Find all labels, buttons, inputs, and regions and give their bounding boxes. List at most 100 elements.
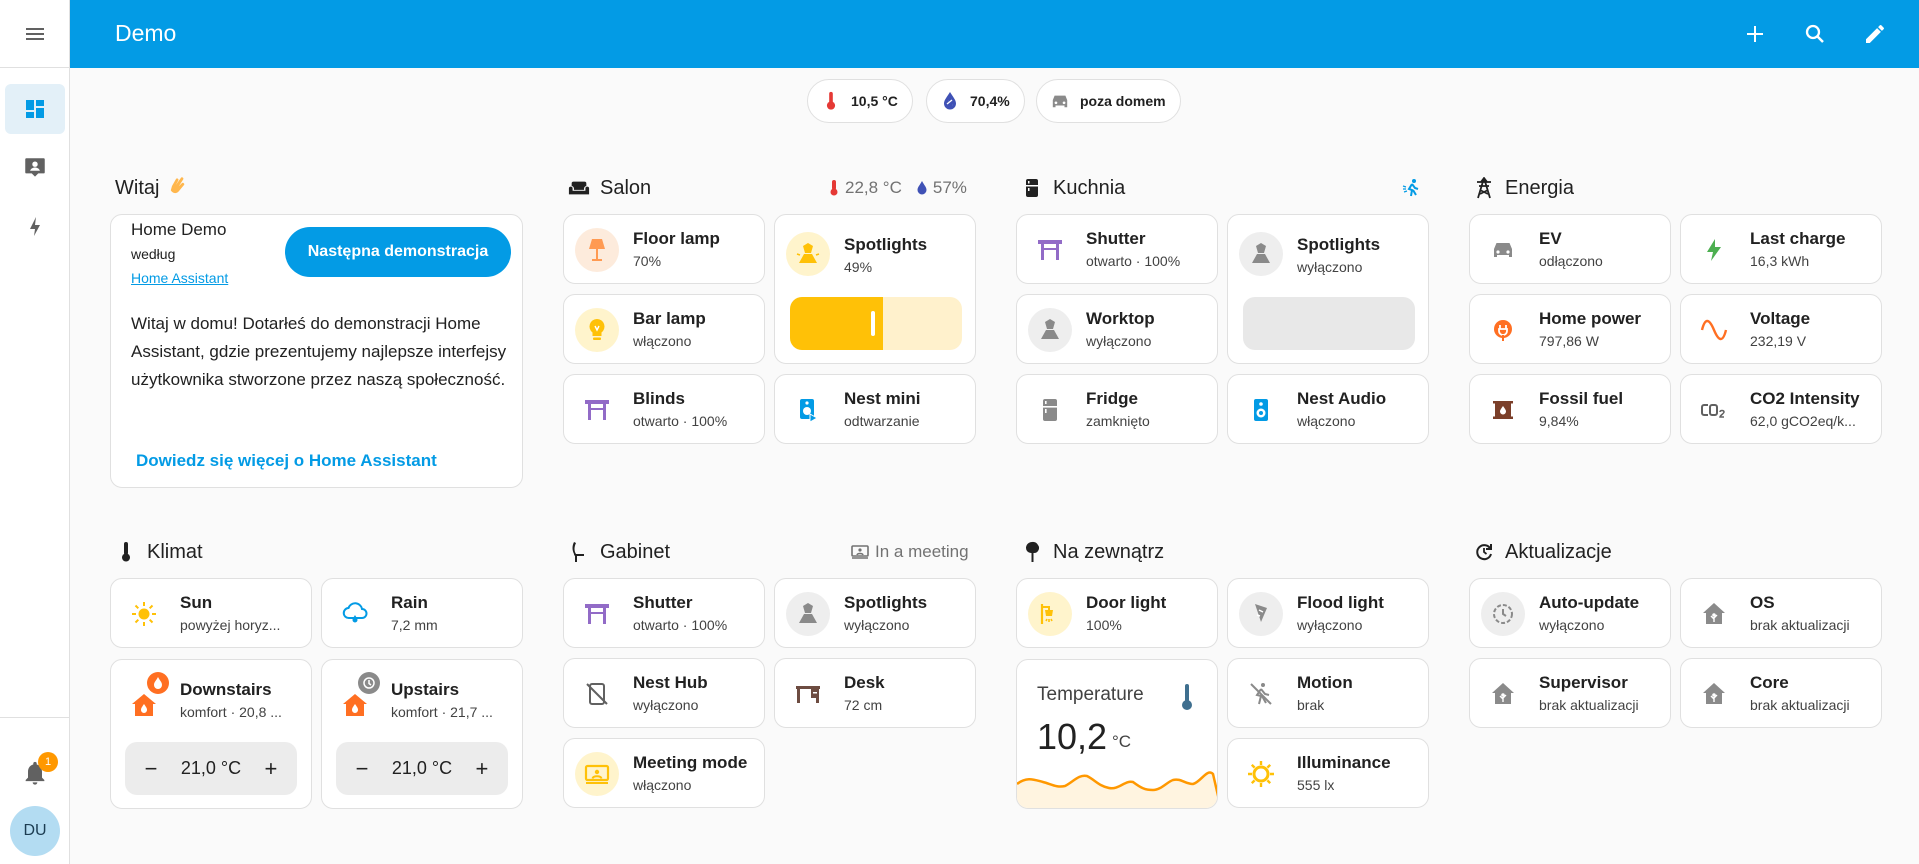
section-title: Salon <box>600 176 652 199</box>
tile-last-charge[interactable]: Last charge 16,3 kWh <box>1680 214 1882 284</box>
tile-salon-spotlights[interactable]: Spotlights 49% <box>774 214 976 364</box>
tile-supervisor[interactable]: Supervisor brak aktualizacji <box>1469 658 1671 728</box>
search-button[interactable] <box>1795 14 1835 54</box>
tile-state: wyłączono <box>633 697 699 713</box>
tile-illuminance[interactable]: Illuminance 555 lx <box>1227 738 1429 808</box>
section-heading-outside: Na zewnątrz <box>1021 537 1164 567</box>
tile-meeting-mode[interactable]: Meeting mode włączono <box>563 738 765 808</box>
tile-nest-hub[interactable]: Nest Hub wyłączono <box>563 658 765 728</box>
tile-door-light[interactable]: Door light 100% <box>1016 578 1218 648</box>
welcome-card: Home Demo według Home Assistant Następna… <box>110 214 523 488</box>
tile-auto-update[interactable]: Auto-update wyłączono <box>1469 578 1671 648</box>
section-title: Aktualizacje <box>1505 540 1612 563</box>
tile-kitchen-spotlights[interactable]: Spotlights wyłączono <box>1227 214 1429 364</box>
thermometer-icon <box>1182 684 1192 710</box>
tile-nest-mini[interactable]: Nest mini odtwarzanie <box>774 374 976 444</box>
decrease-temperature-button[interactable]: − <box>355 755 369 781</box>
badge-car-location[interactable]: poza domem <box>1036 79 1181 123</box>
tile-state: włączono <box>633 777 692 793</box>
section-heading-kuchnia: Kuchnia <box>1021 173 1125 203</box>
lightbulb-icon <box>575 308 619 352</box>
section-title: Na zewnątrz <box>1053 540 1165 563</box>
tile-state: wyłączono <box>844 617 910 633</box>
fridge-icon <box>1028 388 1072 432</box>
add-button[interactable] <box>1735 14 1775 54</box>
thermostat-downstairs[interactable]: Downstairs komfort · 20,8 ... − 21,0 °C … <box>110 659 312 809</box>
edit-button[interactable] <box>1855 14 1895 54</box>
sidebar-divider <box>0 717 70 718</box>
tile-os[interactable]: OS brak aktualizacji <box>1680 578 1882 648</box>
tile-name: Shutter <box>1086 229 1146 248</box>
tile-office-spotlights[interactable]: Spotlights wyłączono <box>774 578 976 648</box>
sidebar-item-map[interactable] <box>5 143 65 193</box>
increase-temperature-button[interactable]: + <box>475 755 489 781</box>
target-temperature-control: − 21,0 °C + <box>336 742 508 795</box>
tile-state: odtwarzanie <box>844 413 920 429</box>
sidebar-item-overview[interactable] <box>5 84 65 134</box>
tile-bar-lamp[interactable]: Bar lamp włączono <box>563 294 765 364</box>
transmission-tower-icon <box>1473 177 1495 199</box>
tile-state: 555 lx <box>1297 777 1335 793</box>
rain-cloud-icon <box>333 592 377 636</box>
learn-more-link[interactable]: Dowiedz się więcej o Home Assistant <box>136 451 437 470</box>
tile-name: Blinds <box>633 389 685 408</box>
update-icon <box>1473 541 1495 563</box>
thermometer-icon <box>828 179 840 197</box>
badge-outdoor-humidity[interactable]: 70,4% <box>926 79 1025 123</box>
tile-ev[interactable]: EV odłączono <box>1469 214 1671 284</box>
tile-kitchen-shutter[interactable]: Shutter otwarto · 100% <box>1016 214 1218 284</box>
tile-office-shutter[interactable]: Shutter otwarto · 100% <box>563 578 765 648</box>
tile-core[interactable]: Core brak aktualizacji <box>1680 658 1882 728</box>
heating-flame-icon <box>147 672 169 694</box>
author-link[interactable]: Home Assistant <box>131 270 229 286</box>
tile-sun[interactable]: Sun powyżej horyz... <box>110 578 312 648</box>
next-demo-button[interactable]: Następna demonstracja <box>285 227 511 277</box>
temperature-sensor-card[interactable]: Temperature 10,2 °C <box>1016 659 1218 809</box>
sidebar-item-energy[interactable] <box>5 202 65 252</box>
tile-floor-lamp[interactable]: Floor lamp 70% <box>563 214 765 284</box>
tile-fridge[interactable]: Fridge zamknięto <box>1016 374 1218 444</box>
tile-co2-intensity[interactable]: CO2 Intensity 62,0 gCO2eq/k... <box>1680 374 1882 444</box>
decrease-temperature-button[interactable]: − <box>144 755 158 781</box>
menu-icon <box>26 27 44 40</box>
badge-outdoor-temperature[interactable]: 10,5 °C <box>807 79 913 123</box>
tile-nest-audio[interactable]: Nest Audio włączono <box>1227 374 1429 444</box>
brightness-slider-handle[interactable] <box>871 311 875 336</box>
tile-state: brak <box>1297 697 1325 713</box>
thermostat-upstairs[interactable]: Upstairs komfort · 21,7 ... − 21,0 °C + <box>321 659 523 809</box>
tile-state: powyżej horyz... <box>180 617 281 633</box>
waving-hand-icon <box>167 174 187 202</box>
tile-name: Spotlights <box>844 235 928 254</box>
tile-home-power[interactable]: Home power 797,86 W <box>1469 294 1671 364</box>
tile-name: Spotlights <box>844 593 928 612</box>
menu-button[interactable] <box>0 0 70 68</box>
badge-value: 70,4% <box>970 93 1010 109</box>
tile-state: 16,3 kWh <box>1750 253 1810 269</box>
tile-flood-light[interactable]: Flood light wyłączono <box>1227 578 1429 648</box>
tile-rain[interactable]: Rain 7,2 mm <box>321 578 523 648</box>
brightness-slider[interactable] <box>1243 297 1415 350</box>
floodlight-icon <box>1239 592 1283 636</box>
increase-temperature-button[interactable]: + <box>264 755 278 781</box>
tile-worktop[interactable]: Worktop wyłączono <box>1016 294 1218 364</box>
meeting-status: In a meeting <box>875 542 969 561</box>
tile-voltage[interactable]: Voltage 232,19 V <box>1680 294 1882 364</box>
tile-name: Fridge <box>1086 389 1138 408</box>
tile-name: Auto-update <box>1539 593 1640 612</box>
tile-motion[interactable]: Motion brak <box>1227 658 1429 728</box>
brightness-slider[interactable] <box>790 297 962 350</box>
tile-state: wyłączono <box>1086 333 1152 349</box>
tile-desk[interactable]: Desk 72 cm <box>774 658 976 728</box>
tile-state: 62,0 gCO2eq/k... <box>1750 413 1856 429</box>
spotlight-icon <box>786 232 830 276</box>
water-drop-icon <box>939 90 961 112</box>
tile-name: Sun <box>180 593 213 612</box>
tile-name: Door light <box>1086 593 1167 612</box>
lightning-icon <box>30 217 40 236</box>
tile-fossil-fuel[interactable]: Fossil fuel 9,84% <box>1469 374 1671 444</box>
tile-name: Nest Hub <box>633 673 708 692</box>
section-heading-welcome: Witaj <box>115 173 187 203</box>
tile-name: Shutter <box>633 593 693 612</box>
tile-blinds[interactable]: Blinds otwarto · 100% <box>563 374 765 444</box>
user-avatar[interactable]: DU <box>10 806 60 856</box>
